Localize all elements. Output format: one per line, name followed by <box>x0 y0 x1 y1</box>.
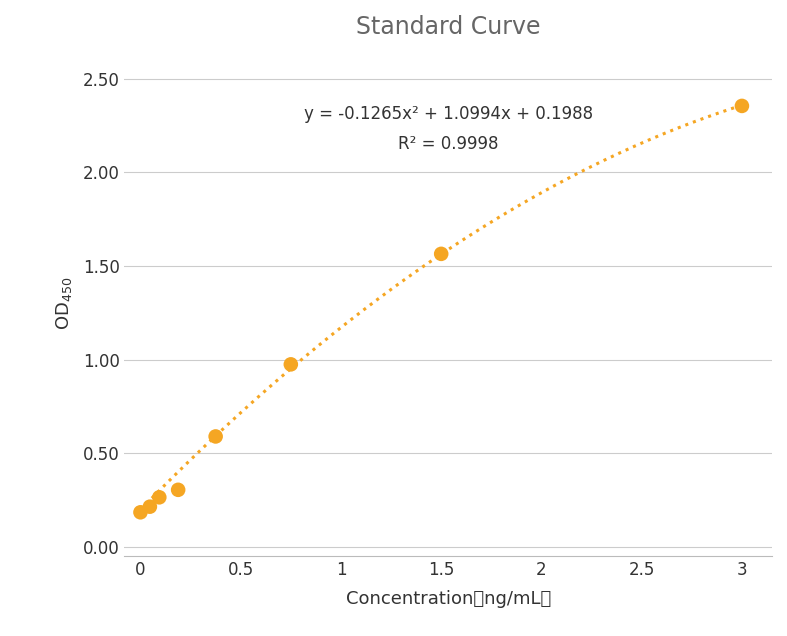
Point <box>435 249 448 259</box>
Point <box>153 492 165 502</box>
Text: y = -0.1265x² + 1.0994x + 0.1988
R² = 0.9998: y = -0.1265x² + 1.0994x + 0.1988 R² = 0.… <box>304 106 593 153</box>
Point <box>134 508 146 518</box>
X-axis label: Concentration（ng/mL）: Concentration（ng/mL） <box>345 590 551 608</box>
Point <box>143 502 156 512</box>
Point <box>209 431 222 441</box>
Y-axis label: OD$_{450}$: OD$_{450}$ <box>54 277 74 330</box>
Point <box>285 359 297 370</box>
Point <box>172 485 184 495</box>
Title: Standard Curve: Standard Curve <box>356 15 541 39</box>
Point <box>736 101 748 111</box>
